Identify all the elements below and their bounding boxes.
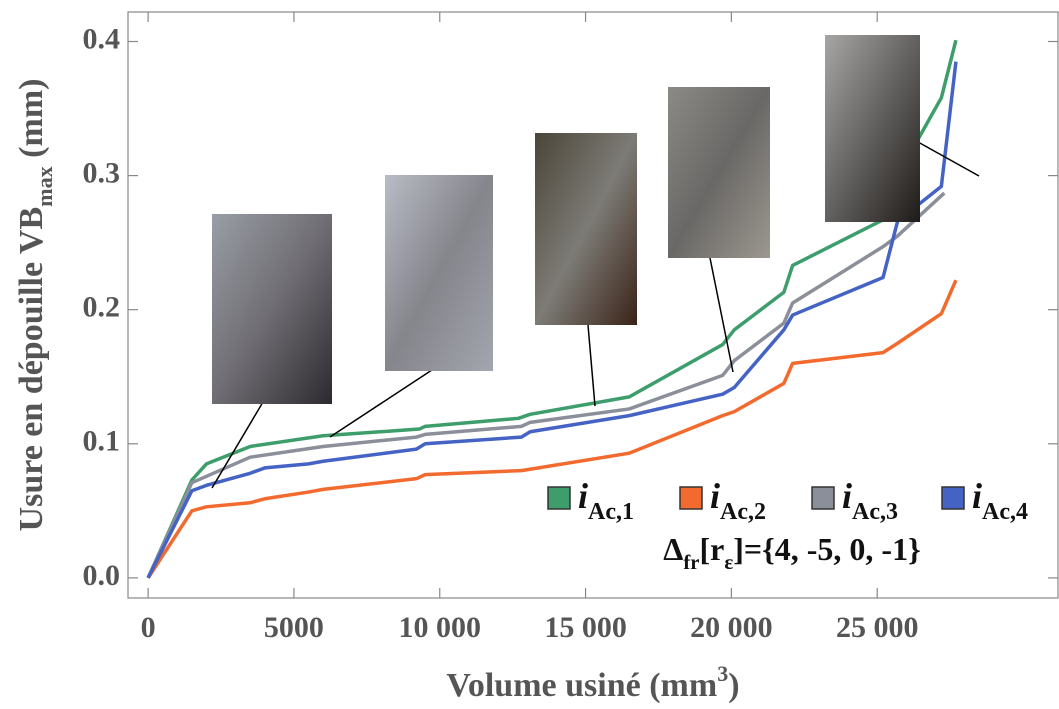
photos xyxy=(211,35,980,489)
tool-photo xyxy=(668,87,770,258)
y-tick-label: 0.3 xyxy=(83,156,121,189)
x-tick-label: 5000 xyxy=(264,611,324,644)
x-tick-label: 0 xyxy=(141,611,156,644)
plot-area: 0.0 0.1 0.2 0.3 0.4 0 5000 10 000 15 000 20 000 25… xyxy=(83,11,1059,644)
legend-label: iAc,4 xyxy=(972,476,1028,524)
label-part: [r xyxy=(700,531,725,567)
legend-sub: Ac,3 xyxy=(852,499,898,525)
label-part: (mm) xyxy=(13,79,50,167)
leader-line xyxy=(917,141,980,177)
series-line xyxy=(146,279,958,579)
y-tick-label: 0.1 xyxy=(83,425,121,458)
rich-label: Δfr[rε]={4, -5, 0, -1} xyxy=(663,531,920,574)
legend: iAc,1 iAc,2 iAc,3 iAc,4 xyxy=(547,476,1028,525)
rich-label: Volume usiné (mm3) xyxy=(446,661,739,704)
label-part: Δ xyxy=(663,531,683,567)
label-part: max xyxy=(32,166,57,207)
x-tick-label: 10 000 xyxy=(398,611,481,644)
label-part: Volume usiné (mm xyxy=(446,667,717,704)
leader-line xyxy=(211,401,264,489)
label-part: ]={4, -5, 0, -1} xyxy=(733,531,920,567)
tool-photo xyxy=(212,214,332,404)
legend-swatch xyxy=(811,486,835,510)
leader-line xyxy=(329,367,436,438)
legend-name: i xyxy=(972,476,982,516)
tool-photo xyxy=(825,35,920,222)
leader-line xyxy=(709,257,734,373)
legend-name: i xyxy=(578,476,588,516)
series-line xyxy=(146,61,958,579)
legend-sub: Ac,1 xyxy=(588,499,634,525)
y-tick-label: 0.4 xyxy=(83,22,121,55)
legend-name: i xyxy=(842,476,852,516)
legend-label: iAc,1 xyxy=(578,476,634,524)
label-part: fr xyxy=(683,551,699,574)
x-tick-label: 25 000 xyxy=(836,611,919,644)
label-part: 3 xyxy=(717,661,728,686)
tool-photo xyxy=(535,133,637,325)
label-part: Usure en dépouille VB xyxy=(13,207,50,532)
legend-name: i xyxy=(710,476,720,516)
legend-swatch xyxy=(679,486,703,510)
y-tick-label: 0.2 xyxy=(83,291,121,324)
label-part: ε xyxy=(724,551,733,574)
tool-photo xyxy=(385,175,493,371)
legend-sub: Ac,2 xyxy=(720,499,766,525)
x-tick-label: 20 000 xyxy=(690,611,773,644)
legend-label: iAc,2 xyxy=(710,476,766,524)
legend-swatch xyxy=(941,486,965,510)
series-line xyxy=(146,191,946,579)
legend-label: iAc,3 xyxy=(842,476,898,524)
label-part: ) xyxy=(728,667,739,704)
plot-frame xyxy=(127,11,1059,599)
labels: Volume usiné (mm3) Usure en dépouille VBm… xyxy=(13,79,921,704)
legend-sub: Ac,4 xyxy=(982,499,1028,525)
x-tick-label: 15 000 xyxy=(544,611,627,644)
rich-label: Usure en dépouille VBmax (mm) xyxy=(13,79,57,532)
legend-swatch xyxy=(547,486,571,510)
y-tick-label: 0.0 xyxy=(83,559,121,592)
leader-line xyxy=(587,324,596,407)
